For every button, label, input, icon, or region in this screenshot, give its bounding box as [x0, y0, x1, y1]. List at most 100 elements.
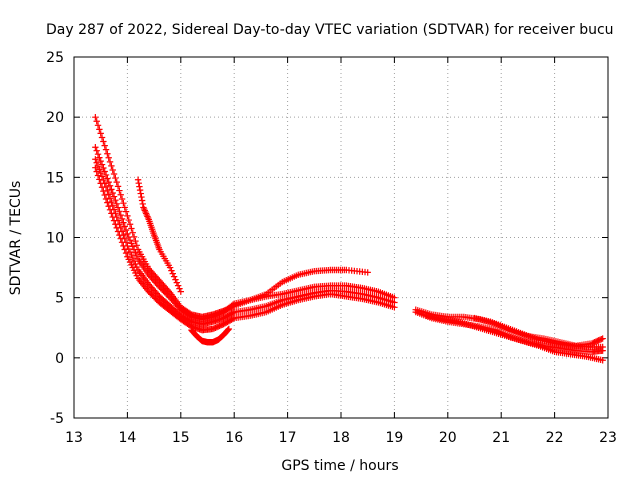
data-point-interp [108, 162, 115, 170]
x-tick-label: 23 [599, 430, 617, 446]
series-track-4 [92, 164, 398, 334]
y-tick-label: 5 [55, 291, 64, 307]
data-point-interp [109, 189, 116, 197]
data-point-interp [121, 223, 128, 230]
data-point-interp [140, 205, 148, 213]
data-point-interp [138, 193, 145, 201]
data-markers [92, 113, 606, 364]
x-tick-label: 20 [439, 430, 457, 446]
y-tick-label: 20 [46, 110, 64, 126]
data-point [599, 343, 606, 351]
data-point-interp [117, 191, 124, 198]
data-point-interp [170, 273, 178, 280]
data-point-interp [97, 130, 104, 137]
data-point-interp [93, 118, 100, 125]
data-point-interp [122, 208, 130, 215]
data-point [102, 146, 110, 153]
data-point-interp [598, 335, 605, 343]
y-tick-label: 0 [55, 351, 64, 367]
data-point-interp [142, 208, 149, 216]
data-point [92, 113, 99, 121]
data-point-interp [93, 159, 100, 166]
data-point-interp [130, 233, 138, 241]
data-point [124, 212, 131, 220]
chart-title: Day 287 of 2022, Sidereal Day-to-day VTE… [46, 22, 614, 38]
data-point-interp [120, 219, 127, 226]
data-point [113, 200, 120, 208]
data-point-interp [224, 327, 231, 334]
data-point-interp [106, 158, 114, 166]
data-point-interp [105, 154, 112, 161]
y-axis-label: SDTVAR / TECUs [8, 181, 24, 296]
data-point-interp [109, 213, 116, 221]
x-axis-label: GPS time / hours [281, 458, 398, 474]
series-track-10 [471, 314, 606, 351]
series-track-2 [92, 144, 398, 323]
x-tick-label: 17 [279, 430, 297, 446]
series-track-6 [134, 176, 184, 295]
data-point-interp [144, 213, 151, 220]
data-point-interp [116, 231, 123, 239]
data-point-interp [105, 178, 112, 186]
data-point-interp [94, 172, 102, 179]
data-point [140, 204, 147, 211]
data-point-interp [142, 210, 150, 217]
data-point [92, 164, 99, 171]
data-point-interp [135, 180, 142, 187]
data-point-interp [224, 326, 232, 333]
data-point-interp [129, 254, 136, 262]
data-point-interp [125, 233, 132, 241]
data-point [599, 357, 606, 364]
data-point-interp [112, 221, 119, 228]
data-point-interp [141, 207, 148, 214]
data-point-interp [120, 242, 127, 250]
data-point-interp [112, 196, 119, 204]
data-point-interp [100, 164, 107, 172]
data-point-interp [138, 197, 146, 204]
data-point-interp [100, 138, 107, 145]
data-point-interp [97, 157, 104, 165]
data-point-interp [116, 187, 123, 194]
data-point-interp [96, 154, 103, 161]
data-point-interp [110, 170, 118, 178]
data-point-interp [118, 239, 126, 246]
data-point-interp [136, 186, 144, 194]
data-point [599, 335, 606, 342]
data-point-interp [109, 166, 116, 174]
data-point-interp [114, 183, 122, 190]
data-point-interp [130, 257, 138, 265]
data-point [124, 230, 131, 238]
data-point-interp [229, 315, 237, 323]
data-point-interp [120, 200, 127, 207]
data-point-interp [126, 237, 134, 244]
data-point-interp [125, 245, 132, 253]
data-point-interp [136, 183, 143, 190]
data-point [364, 269, 371, 276]
data-point-interp [110, 193, 118, 200]
data-point-interp [98, 134, 106, 141]
x-tick-label: 22 [546, 430, 564, 446]
data-point-interp [132, 237, 139, 245]
data-point-interp [172, 276, 179, 283]
data-point-interp [121, 204, 128, 211]
data-point [102, 171, 110, 179]
data-point [166, 264, 174, 271]
data-point-interp [108, 186, 115, 193]
data-point [92, 144, 99, 151]
data-point-interp [122, 249, 130, 257]
data-point-interp [117, 235, 124, 242]
data-point-interp [128, 240, 135, 247]
data-point-interp [128, 251, 135, 259]
data-point-interp [94, 150, 102, 158]
data-point [134, 176, 142, 183]
x-tick-label: 19 [385, 430, 403, 446]
data-point-interp [96, 176, 103, 183]
data-point-interp [125, 216, 132, 224]
data-point-interp [129, 243, 136, 250]
data-point-interp [108, 210, 115, 217]
data-point-interp [104, 199, 111, 206]
data-point-interp [137, 190, 144, 197]
x-tick-label: 21 [492, 430, 510, 446]
data-point-interp [229, 309, 237, 317]
